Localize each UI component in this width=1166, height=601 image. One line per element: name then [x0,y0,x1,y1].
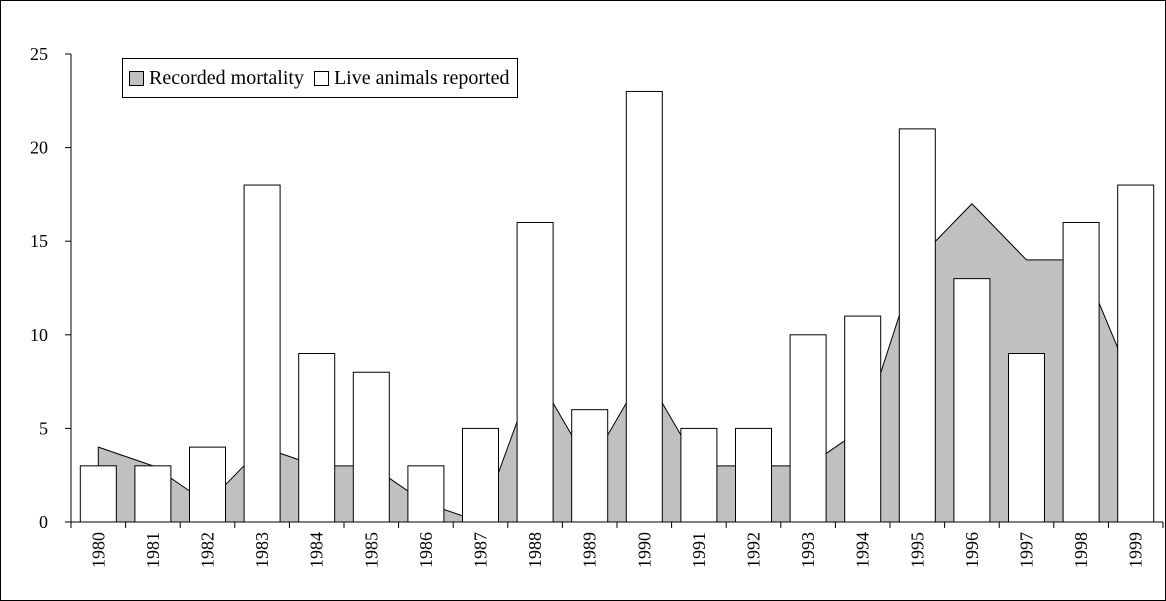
x-tick-label-1997: 1997 [1017,532,1037,568]
y-tick-label-25: 25 [30,44,48,64]
x-tick-label-1999: 1999 [1126,532,1146,568]
bar-live-1982 [189,446,226,523]
x-tick-label-1998: 1998 [1071,532,1091,568]
x-tick-label-1982: 1982 [198,532,218,568]
x-tick-label-1995: 1995 [907,532,927,568]
bar-live-1986 [407,465,445,523]
bar-live-1990 [625,90,663,523]
bar-live-1989 [571,409,609,523]
x-tick-label-1990: 1990 [634,532,654,568]
y-tick-label-20: 20 [30,138,48,158]
x-tick-label-1988: 1988 [525,532,545,568]
legend-item-live: Live animals reported [313,66,510,90]
bar-live-1998 [1062,221,1100,523]
bar-live-1992 [735,427,772,523]
x-tick-label-1983: 1983 [252,532,272,568]
legend-label-mortality: Recorded mortality [149,66,304,89]
legend-swatch-live [313,70,329,86]
legend: Recorded mortality Live animals reported [122,58,519,98]
x-tick-label-1987: 1987 [471,532,491,568]
y-tick-label-10: 10 [30,325,48,345]
bar-live-1981 [134,465,172,523]
bar-live-1987 [462,427,499,523]
x-tick-label-1985: 1985 [361,532,381,568]
legend-label-live: Live animals reported [333,66,510,89]
x-tick-label-1994: 1994 [853,532,873,568]
bar-live-1991 [680,427,718,523]
x-tick-label-1989: 1989 [580,532,600,568]
x-tick-label-1991: 1991 [689,532,709,568]
bar-live-1999 [1117,184,1155,523]
bar-live-1997 [1008,353,1045,523]
bar-live-1993 [789,334,827,523]
bar-live-1994 [844,315,882,523]
x-tick-label-1993: 1993 [798,532,818,568]
bar-live-1980 [79,465,117,523]
bar-live-1988 [516,221,554,523]
bar-live-1983 [243,184,281,523]
x-tick-label-1981: 1981 [143,532,163,568]
x-tick-label-1996: 1996 [962,532,982,568]
bar-live-1996 [953,278,991,523]
x-tick-label-1984: 1984 [307,532,327,568]
legend-swatch-mortality [129,70,144,86]
bar-live-1995 [898,128,936,523]
y-tick-label-0: 0 [39,512,48,532]
y-tick-label-5: 5 [39,418,48,438]
bar-live-1985 [352,371,390,523]
y-tick-label-15: 15 [30,231,48,251]
x-tick-label-1980: 1980 [88,532,108,568]
bar-live-1984 [298,353,336,523]
x-tick-label-1986: 1986 [416,532,436,568]
legend-item-mortality: Recorded mortality [129,67,304,90]
x-tick-label-1992: 1992 [744,532,764,568]
